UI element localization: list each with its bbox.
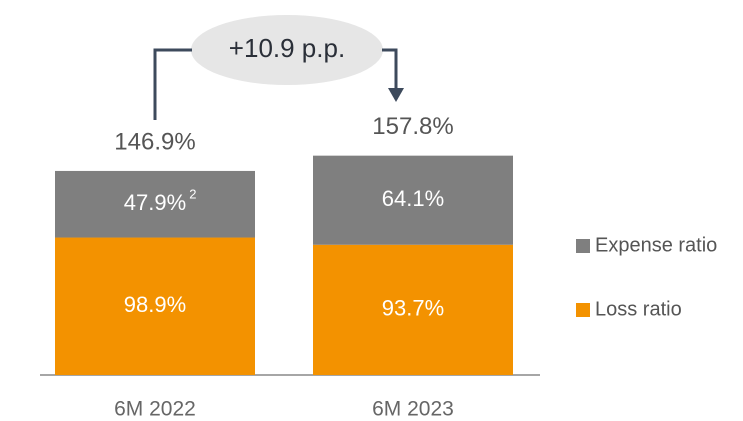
x-tick-label: 6M 2022 [114, 398, 196, 421]
annotation-bubble [191, 15, 383, 85]
value-label: 47.9% [124, 190, 186, 215]
legend-swatch [576, 239, 590, 253]
total-label: 146.9% [114, 128, 195, 155]
bar-segment [55, 237, 255, 375]
arrow-head [388, 88, 404, 102]
value-label: 64.1% [382, 186, 444, 211]
footnote: 2 [189, 187, 196, 202]
legend-swatch [576, 303, 590, 317]
total-label: 157.8% [372, 113, 453, 140]
arrow-right [382, 48, 398, 90]
value-label: 98.9% [124, 292, 186, 317]
bar-segment [313, 155, 513, 245]
legend-label: Loss ratio [595, 298, 682, 320]
x-tick-label: 6M 2023 [372, 398, 454, 421]
arrow-left [153, 48, 192, 120]
legend-label: Expense ratio [595, 234, 717, 256]
bar-segment [55, 170, 255, 238]
annotation: +10.9 p.p. [229, 33, 345, 63]
bar-segment [313, 244, 513, 375]
value-label: 93.7% [382, 296, 444, 321]
